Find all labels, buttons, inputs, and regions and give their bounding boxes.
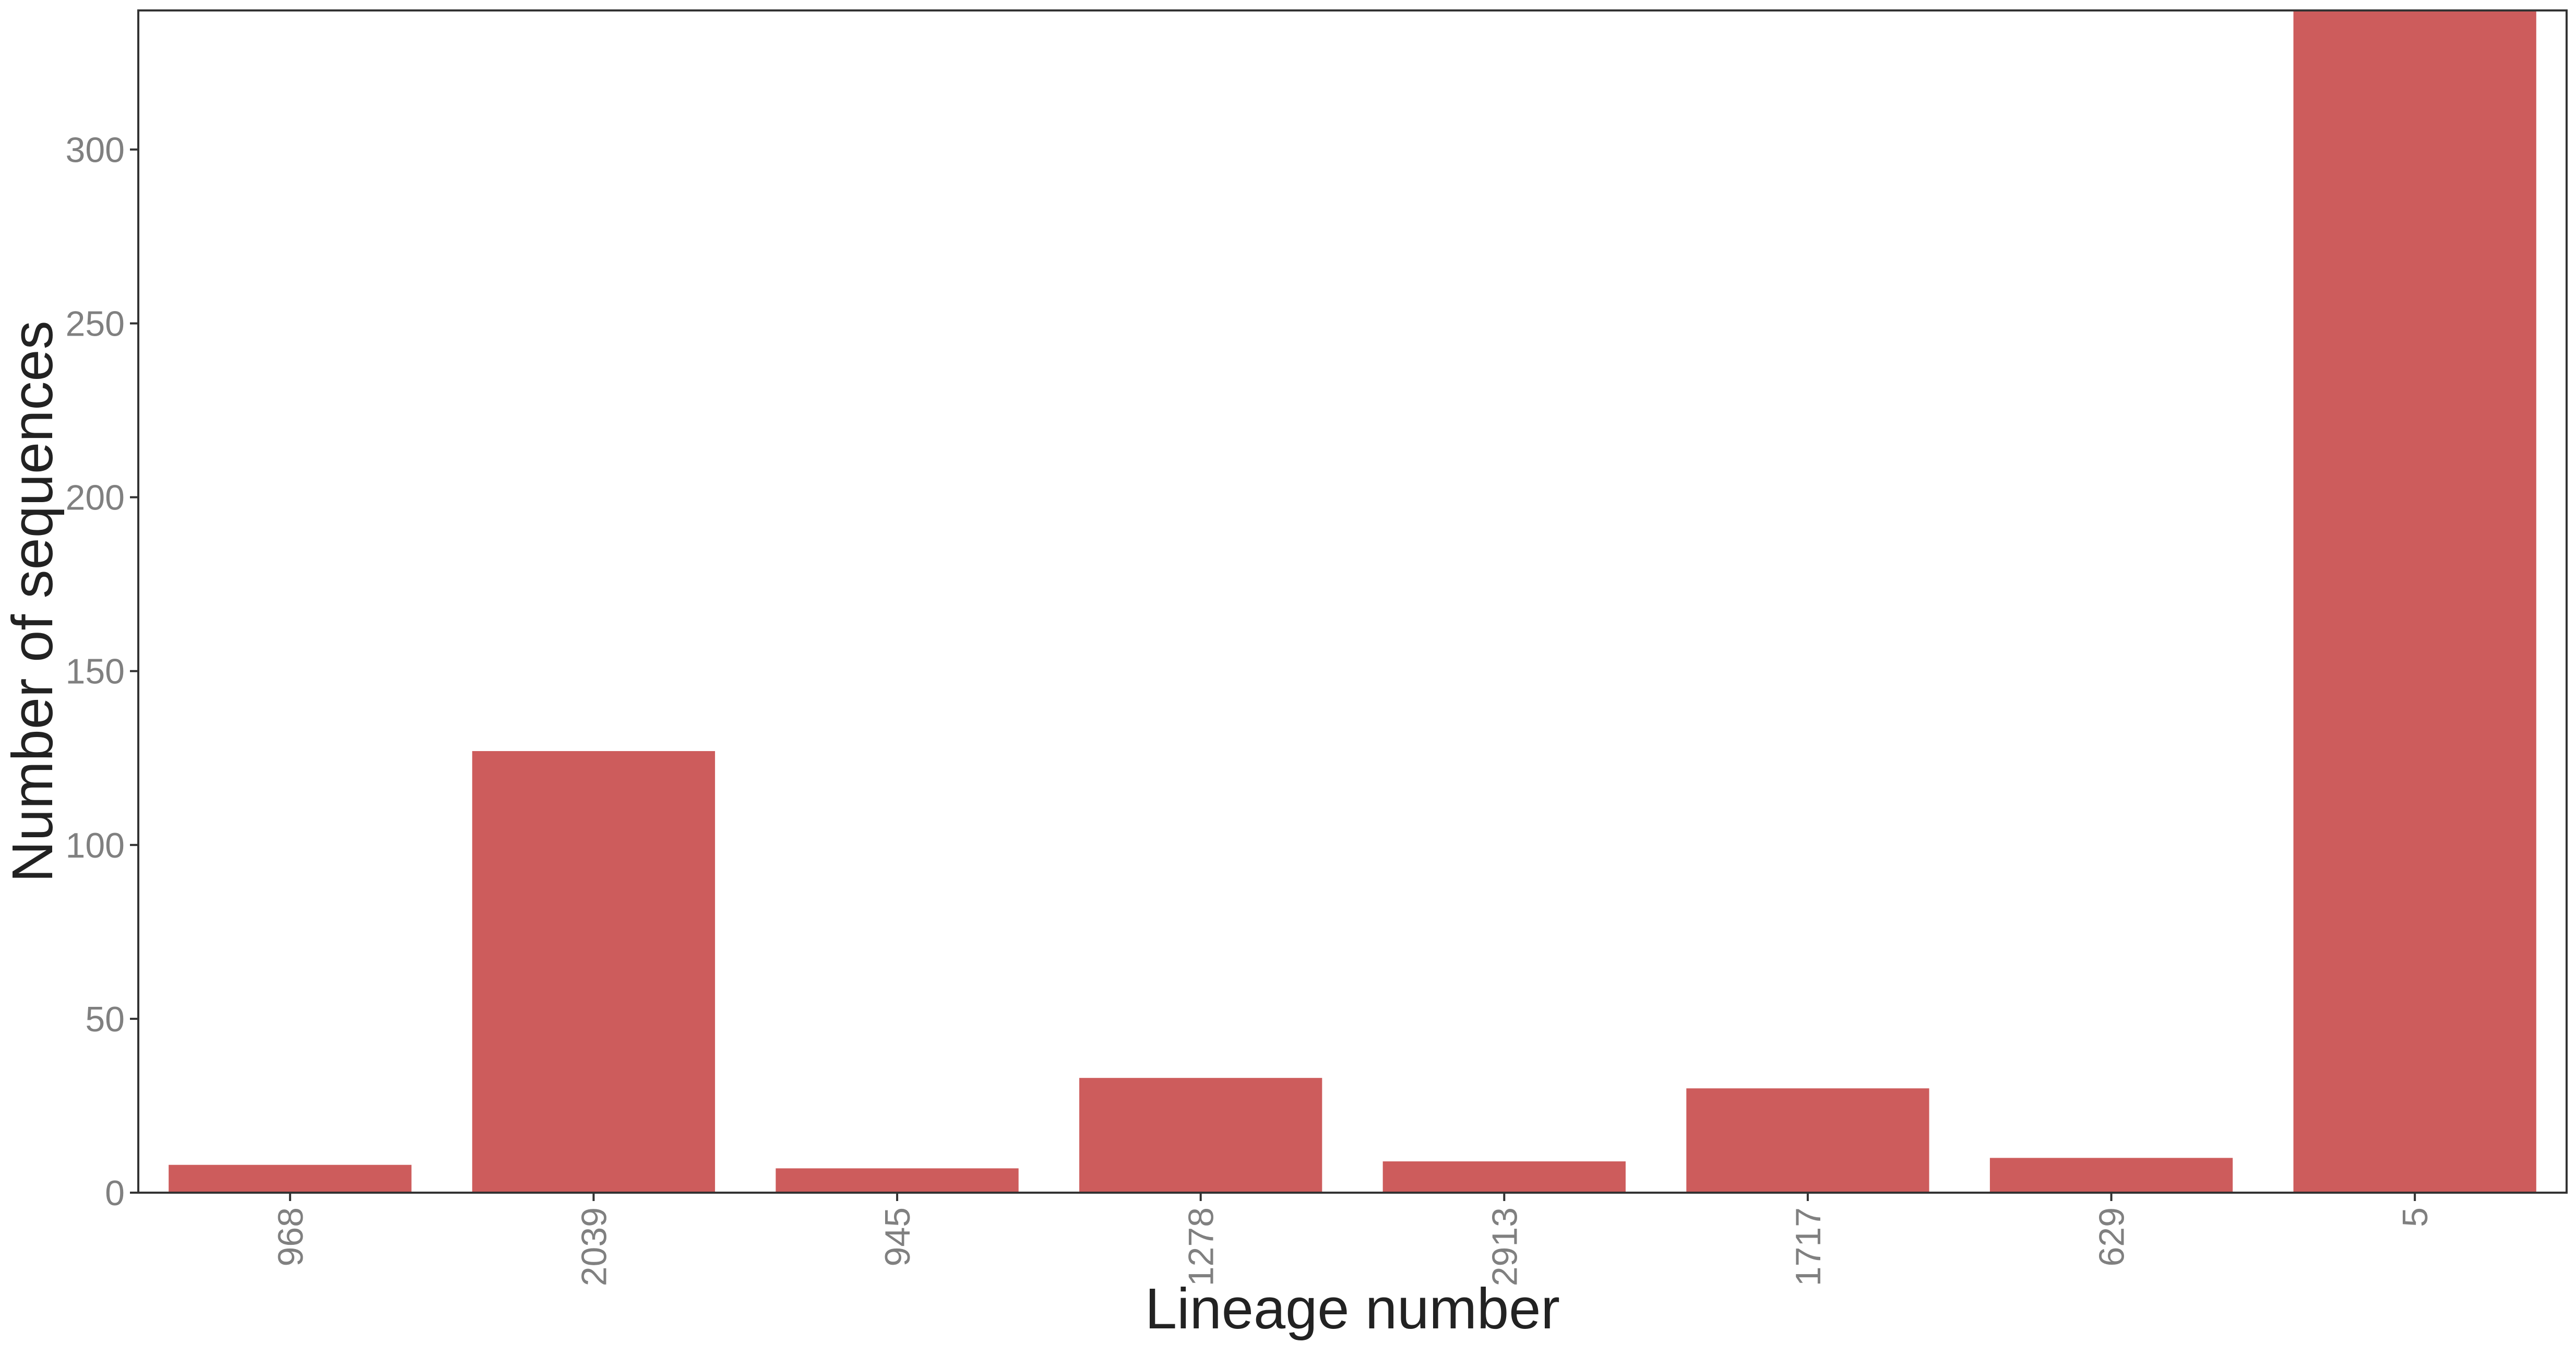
y-tick-label: 150: [66, 652, 125, 692]
y-tick-label: 0: [105, 1173, 125, 1213]
plot-frame: [137, 9, 2568, 1194]
bar-945: [776, 1168, 1019, 1193]
x-tick-label: 1717: [1788, 1207, 1828, 1286]
bars-group: [169, 10, 2536, 1193]
bar-1717: [1686, 1088, 1929, 1193]
y-tick-label: 200: [66, 478, 125, 518]
x-axis-ticks: 968 2039 945 1278 2913 1717 629 5: [271, 1193, 2435, 1286]
y-tick-label: 250: [66, 304, 125, 344]
bar-5: [2293, 10, 2536, 1193]
x-tick-label: 945: [878, 1207, 917, 1266]
x-tick-label: 629: [2092, 1207, 2132, 1266]
bar-968: [169, 1164, 412, 1193]
y-axis-title: Number of sequences: [1, 320, 65, 882]
x-axis-title: Lineage number: [1145, 1277, 1560, 1341]
y-axis-ticks: 0 50 100 150 200 250 300: [66, 130, 138, 1213]
x-tick-label: 968: [271, 1207, 311, 1266]
y-tick-label: 300: [66, 130, 125, 170]
y-tick-label: 50: [85, 1000, 125, 1039]
bar-1278: [1079, 1078, 1322, 1193]
bar-2913: [1382, 1161, 1626, 1193]
x-tick-label: 5: [2395, 1207, 2435, 1227]
y-tick-label: 100: [66, 826, 125, 865]
bar-2039: [472, 751, 715, 1193]
bar-629: [1989, 1158, 2233, 1193]
x-tick-label: 2913: [1485, 1207, 1524, 1286]
x-tick-label: 1278: [1182, 1207, 1221, 1286]
x-tick-label: 2039: [574, 1207, 614, 1286]
